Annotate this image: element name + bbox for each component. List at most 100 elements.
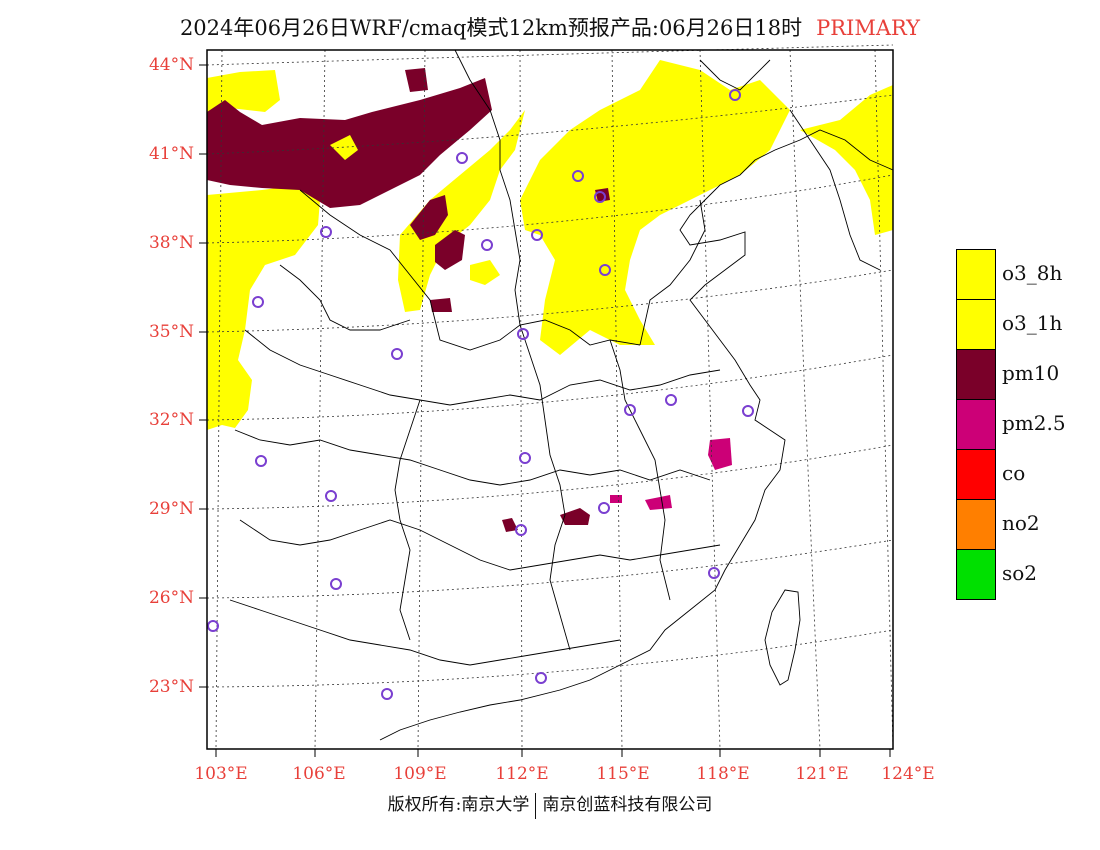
pm10-patch-shanxi-2 — [435, 230, 465, 270]
legend-swatch — [956, 249, 996, 300]
city-marker — [252, 296, 264, 308]
lat-label-38: 38°N — [148, 233, 194, 253]
legend-label: pm2.5 — [1002, 411, 1066, 435]
lat-label-41: 41°N — [148, 144, 194, 164]
lat-label-44: 44°N — [148, 55, 194, 75]
graticule — [206, 44, 894, 750]
legend-swatch — [956, 449, 996, 500]
city-marker — [325, 490, 337, 502]
boundary-8 — [609, 339, 671, 601]
legend-swatch — [956, 349, 996, 400]
city-marker — [742, 405, 754, 417]
boundary-11 — [789, 109, 881, 271]
boundary-12 — [454, 49, 501, 170]
legend-label: co — [1002, 461, 1026, 485]
boundaries — [229, 49, 894, 741]
city-marker — [708, 567, 720, 579]
o3-patch-central — [398, 110, 525, 312]
lon-label-103: 103°E — [194, 764, 248, 784]
boundary-3 — [234, 429, 711, 486]
city-marker — [519, 452, 531, 464]
city-marker — [729, 89, 741, 101]
city-marker — [207, 620, 219, 632]
meridian-115 — [611, 49, 623, 750]
boundary-10 — [639, 199, 706, 346]
o3-patch-far-ne — [800, 85, 893, 235]
boundary-5 — [229, 599, 621, 666]
city-marker — [517, 328, 529, 340]
meridian-103 — [215, 49, 223, 750]
meridian-124 — [874, 49, 894, 750]
tick-marks — [199, 64, 891, 757]
meridian-109 — [417, 49, 426, 750]
o3-patch-small-1 — [470, 260, 500, 285]
title-text: 2024年06月26日WRF/cmaq模式12km预报产品:06月26日18时 — [179, 16, 803, 40]
pm25-patch-jiangxi-2 — [610, 495, 622, 503]
parallel-41 — [206, 94, 894, 155]
city-marker — [665, 394, 677, 406]
lon-label-121: 121°E — [795, 764, 849, 784]
lon-label-118: 118°E — [696, 764, 750, 784]
pm10-patch-north-small — [405, 68, 428, 92]
city-marker — [391, 348, 403, 360]
boundary-9 — [499, 169, 521, 326]
legend-swatch — [956, 549, 996, 600]
city-marker — [624, 404, 636, 416]
city-marker — [598, 502, 610, 514]
o3-patch-ne — [520, 60, 790, 355]
city-marker — [515, 524, 527, 536]
city-marker — [481, 239, 493, 251]
legend-swatch — [956, 499, 996, 550]
map-title: 2024年06月26日WRF/cmaq模式12km预报产品:06月26日18时 P… — [0, 12, 1100, 42]
city-marker — [320, 226, 332, 238]
city-marker — [599, 264, 611, 276]
meridian-112 — [519, 49, 523, 750]
legend-swatch — [956, 399, 996, 450]
meridian-106 — [314, 49, 326, 750]
boundary-14 — [279, 264, 411, 331]
taiwan — [764, 589, 801, 686]
lat-label-26: 26°N — [148, 588, 194, 608]
meridian-118 — [699, 49, 721, 750]
lat-label-32: 32°N — [148, 410, 194, 430]
legend-label: no2 — [1002, 511, 1040, 535]
lon-label-109: 109°E — [393, 764, 447, 784]
pollutant-patches — [207, 60, 893, 532]
city-marker — [531, 229, 543, 241]
boundary-13 — [699, 59, 771, 91]
lon-label-115: 115°E — [596, 764, 650, 784]
pm10-patch-shanxi — [410, 195, 448, 240]
pm10-patch-hunan — [560, 508, 590, 525]
boundary-6 — [394, 399, 421, 641]
pm10-patch-hunan-2 — [502, 518, 518, 532]
pm10-patch-shandong — [430, 298, 452, 312]
pm25-patch-anhui — [708, 438, 732, 470]
pm25-patch-jiangxi — [645, 495, 672, 510]
footer-separator — [535, 792, 537, 819]
boundary-7 — [519, 324, 571, 651]
o3-patch-west — [207, 185, 320, 430]
boundary-1 — [299, 189, 641, 351]
lat-label-35: 35°N — [148, 322, 194, 342]
legend-swatch — [956, 299, 996, 350]
boundary-4 — [239, 519, 721, 571]
map-frame — [206, 49, 894, 750]
city-marker — [535, 672, 547, 684]
lat-label-23: 23°N — [148, 677, 194, 697]
city-marker — [255, 455, 267, 467]
lat-label-29: 29°N — [148, 499, 194, 519]
copyright-left: 版权所有:南京大学 — [387, 795, 530, 815]
title-primary-tag: PRIMARY — [816, 16, 921, 40]
o3-patch-small-2 — [330, 135, 358, 160]
city-markers — [207, 89, 754, 700]
copyright-right: 南京创蓝科技有限公司 — [542, 795, 713, 815]
legend-label: o3_8h — [1002, 261, 1063, 285]
city-marker — [456, 152, 468, 164]
city-marker — [330, 578, 342, 590]
lon-label-112: 112°E — [495, 764, 549, 784]
meridian-121 — [789, 49, 821, 750]
legend-label: so2 — [1002, 561, 1038, 585]
boundary-2 — [244, 329, 721, 406]
legend-label: pm10 — [1002, 361, 1060, 385]
